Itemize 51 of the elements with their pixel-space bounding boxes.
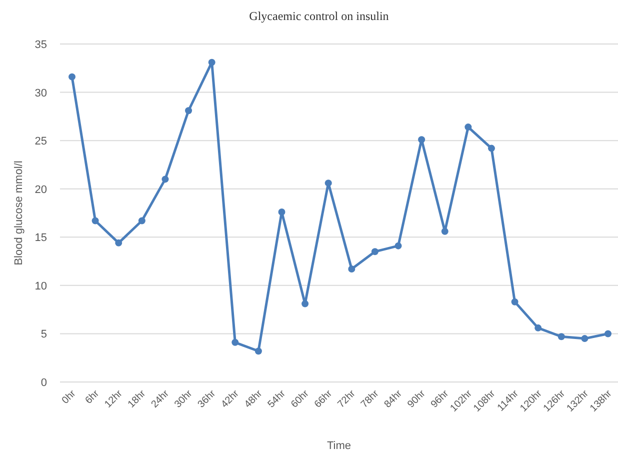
point: [302, 300, 309, 308]
point: [441, 228, 448, 235]
x-tick-label: 36hr: [196, 388, 218, 410]
point: [348, 266, 356, 273]
chart-title: Glycaemic control on insulin: [249, 9, 389, 23]
y-tick-label: 30: [34, 87, 47, 100]
y-tick-label: 20: [34, 184, 47, 196]
point: [534, 324, 542, 332]
x-tick-label: 12hr: [102, 388, 126, 410]
y-tick-label: 5: [40, 328, 47, 341]
point: [488, 144, 495, 152]
point: [371, 248, 378, 256]
x-tick-label: 78hr: [359, 388, 382, 410]
x-tick-label: 6hr: [83, 388, 102, 406]
point: [324, 180, 332, 187]
y-tick-label: 15: [34, 232, 47, 244]
point: [558, 333, 565, 340]
point: [581, 335, 588, 342]
point: [278, 208, 286, 216]
x-tick-label: 72hr: [336, 388, 358, 410]
point: [92, 217, 99, 224]
x-tick-label: 90hr: [406, 388, 428, 410]
y-tick-label: 25: [34, 136, 47, 148]
x-tick-label: 66hr: [312, 388, 335, 410]
x-tick-label: 54hr: [266, 388, 288, 410]
point: [208, 58, 216, 66]
x-tick-label: 96hr: [429, 388, 452, 410]
point: [511, 298, 518, 306]
y-tick-label: 0: [40, 377, 47, 389]
x-axis-title: Time: [326, 440, 352, 451]
x-tick-label: 48hr: [242, 388, 266, 410]
y-tick-label: 10: [34, 280, 47, 292]
point: [68, 73, 76, 80]
x-tick-label: 30hr: [172, 388, 196, 410]
point: [232, 338, 239, 346]
x-tick-label: 42hr: [219, 388, 242, 410]
point: [604, 330, 612, 338]
point: [115, 239, 122, 246]
y-tick-label: 35: [34, 39, 47, 51]
x-tick-label: 84hr: [382, 388, 405, 410]
y-axis-title: Blood glucose mmol/l: [13, 160, 25, 266]
point: [254, 348, 262, 355]
point: [138, 217, 146, 224]
point: [464, 124, 472, 131]
point: [394, 242, 402, 250]
point: [185, 107, 192, 114]
point: [418, 136, 426, 144]
x-tick-label: 60hr: [289, 388, 312, 410]
x-tick-label: 0hr: [60, 388, 79, 406]
x-tick-label: 18hr: [126, 388, 149, 410]
point: [162, 176, 169, 183]
